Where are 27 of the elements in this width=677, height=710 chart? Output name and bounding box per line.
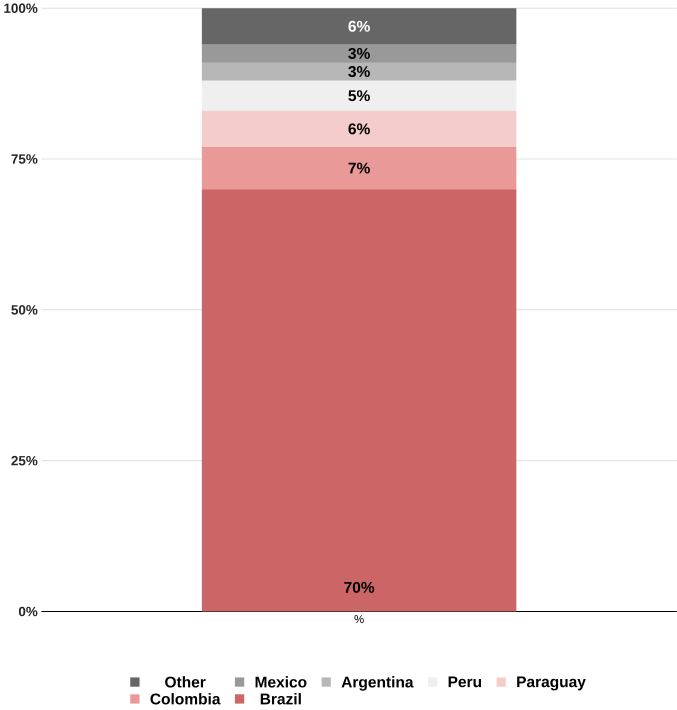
legend-label: Peru (448, 676, 481, 688)
bar (202, 62, 516, 81)
bar (202, 146, 516, 190)
data-label: 70% (344, 582, 374, 593)
legend-label: Mexico (255, 676, 306, 688)
y-tick-label: 25% (11, 456, 38, 466)
bar (202, 44, 516, 62)
y-tick-label: 50% (11, 305, 38, 315)
legend-label: Paraguay (517, 676, 586, 690)
bar (202, 80, 516, 111)
x-tick-label: % (354, 615, 364, 624)
y-tick-label: 100% (4, 3, 38, 13)
data-label: 5% (348, 90, 370, 102)
data-label: 6% (348, 123, 370, 134)
legend-label: Argentina (341, 676, 414, 691)
data-label: 7% (348, 162, 370, 174)
bar (202, 8, 516, 44)
legend-label: Other (164, 676, 206, 688)
bar (202, 110, 516, 147)
y-tick-label: 0% (18, 606, 38, 616)
data-label: 3% (348, 66, 370, 78)
bar (202, 189, 516, 612)
y-tick-label: 75% (11, 154, 38, 164)
data-label: 3% (348, 48, 370, 59)
data-label: 6% (348, 20, 370, 32)
legend-label: Brazil (260, 693, 301, 704)
legend-label: Colombia (150, 693, 220, 704)
